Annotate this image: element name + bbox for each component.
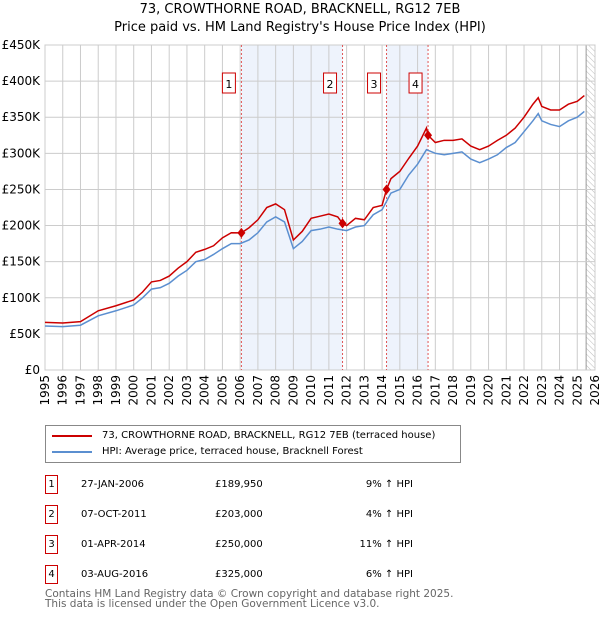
footer-line-1: Contains HM Land Registry data © Crown c… (45, 588, 454, 600)
x-tick-label: 2021 (499, 375, 513, 406)
legend-label-property: 73, CROWTHORNE ROAD, BRACKNELL, RG12 7EB… (102, 430, 436, 441)
sale-marker-badge: 3 (45, 535, 58, 554)
sale-date: 07-OCT-2011 (81, 509, 147, 520)
sale-date: 01-APR-2014 (81, 539, 146, 550)
y-tick-label: £300K (2, 146, 42, 160)
sales-row: 1 27-JAN-2006 £189,950 9% ↑ HPI (45, 475, 445, 495)
x-tick-label: 2001 (144, 375, 158, 406)
x-tick-label: 2010 (304, 375, 318, 406)
forecast-hatch (586, 45, 595, 370)
sales-row: 2 07-OCT-2011 £203,000 4% ↑ HPI (45, 505, 445, 525)
x-tick-label: 2026 (588, 375, 600, 406)
sale-label-box (323, 72, 338, 94)
chart-title: 73, CROWTHORNE ROAD, BRACKNELL, RG12 7EB (139, 2, 461, 17)
sale-hpi-diff: 9% ↑ HPI (365, 479, 413, 490)
x-tick-label: 2006 (233, 375, 247, 406)
legend-swatch-hpi (52, 450, 92, 453)
legend-label-hpi: HPI: Average price, terraced house, Brac… (102, 446, 363, 457)
y-tick-label: £150K (2, 255, 42, 269)
sale-label-box (408, 72, 423, 94)
sale-point (424, 130, 433, 141)
y-tick-label: £400K (2, 74, 42, 88)
x-tick-label: 2005 (215, 375, 229, 406)
x-tick-label: 1996 (56, 375, 70, 406)
x-tick-label: 2023 (535, 375, 549, 406)
footer-line-2: This data is licensed under the Open Gov… (45, 598, 380, 610)
x-tick-label: 1997 (73, 375, 87, 406)
y-tick-label: £50K (9, 327, 41, 341)
y-tick-label: £100K (2, 291, 42, 305)
y-tick-label: £200K (2, 219, 42, 233)
sale-hpi-diff: 6% ↑ HPI (365, 569, 413, 580)
sale-marker-badge: 1 (45, 475, 58, 494)
footer: Contains HM Land Registry data © Crown c… (45, 588, 454, 610)
x-tick-label: 2009 (286, 375, 300, 406)
sale-hpi-diff: 4% ↑ HPI (365, 509, 413, 520)
sale-label-box (367, 72, 382, 94)
x-tick-label: 2022 (517, 375, 531, 406)
sale-price: £189,950 (215, 479, 263, 490)
x-tick-label: 2011 (322, 375, 336, 406)
y-tick-label: £350K (2, 110, 42, 124)
sale-hpi-diff: 11% ↑ HPI (359, 539, 413, 550)
sale-label: 3 (371, 78, 378, 91)
x-tick-label: 2014 (375, 375, 389, 406)
sale-date: 27-JAN-2006 (81, 479, 145, 490)
sale-point (382, 184, 391, 195)
x-tick-label: 2019 (464, 375, 478, 406)
x-tick-label: 2002 (162, 375, 176, 406)
x-tick-label: 2025 (570, 375, 584, 406)
x-tick-label: 2004 (198, 375, 212, 406)
x-tick-label: 2000 (127, 375, 141, 406)
y-tick-label: £0 (25, 363, 40, 377)
sales-row: 4 03-AUG-2016 £325,000 6% ↑ HPI (45, 565, 445, 585)
legend-swatch-property (52, 434, 92, 437)
sale-point (338, 218, 347, 229)
plot-area: £0 £50K £100K £150K £200K £250K £300K £350K £400… (2, 38, 600, 406)
sale-marker-badge: 2 (45, 505, 58, 524)
x-tick-label: 2024 (553, 375, 567, 406)
x-tick-label: 2020 (482, 375, 496, 406)
x-tick-label: 1999 (109, 375, 123, 406)
sale-date: 03-AUG-2016 (81, 569, 149, 580)
x-tick-label: 1998 (91, 375, 105, 406)
x-tick-label: 2017 (428, 375, 442, 406)
legend: 73, CROWTHORNE ROAD, BRACKNELL, RG12 7EB… (45, 425, 461, 463)
sale-label-box (221, 72, 236, 94)
sale-period-shade (241, 45, 343, 370)
sale-marker-badge: 4 (45, 565, 58, 584)
x-tick-label: 1995 (38, 375, 52, 406)
sale-label: 4 (412, 78, 419, 91)
x-tick-label: 2007 (251, 375, 265, 406)
x-tick-label: 2018 (446, 375, 460, 406)
sale-label: 1 (225, 78, 232, 91)
hpi-line (44, 110, 585, 328)
plot-border (44, 44, 596, 371)
x-tick-label: 2012 (340, 375, 354, 406)
sale-price: £325,000 (215, 569, 263, 580)
x-tick-label: 2013 (357, 375, 371, 406)
property-price-line (44, 94, 585, 324)
x-tick-label: 2003 (180, 375, 194, 406)
sales-row: 3 01-APR-2014 £250,000 11% ↑ HPI (45, 535, 445, 555)
x-tick-label: 2015 (393, 375, 407, 406)
x-tick-label: 2008 (269, 375, 283, 406)
y-tick-label: £250K (2, 182, 42, 196)
y-tick-label: £450K (2, 38, 42, 52)
sale-period-shade (386, 45, 429, 370)
chart-subtitle: Price paid vs. HM Land Registry's House … (114, 20, 486, 35)
sale-price: £203,000 (215, 509, 263, 520)
sale-price: £250,000 (215, 539, 263, 550)
sale-label: 2 (327, 78, 334, 91)
sale-point (237, 227, 246, 238)
x-tick-label: 2016 (411, 375, 425, 406)
